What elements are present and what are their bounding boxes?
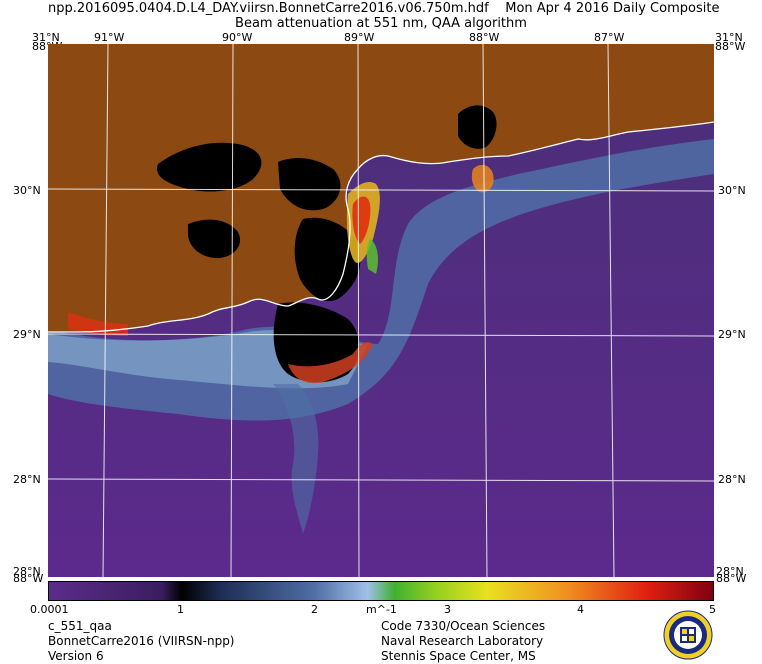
corner-bottom-left-overlap-label: 88°W xyxy=(13,572,44,585)
header-product: Beam attenuation at 551 nm, QAA algorith… xyxy=(235,16,527,31)
corner-bottom-right-overlap-label: 88°W xyxy=(716,572,747,585)
header-filename: npp.2016095.0404.D.L4_DAY.viirsn.BonnetC… xyxy=(48,1,489,16)
colorbar-tick-1: 1 xyxy=(177,603,184,616)
mobile-bay-black xyxy=(458,105,497,149)
footer-location: Stennis Space Center, MS xyxy=(381,649,536,663)
nrl-seal-icon xyxy=(663,610,713,660)
parallel-29n xyxy=(48,333,714,337)
corner-bottom-left-label: 28°N xyxy=(13,565,41,578)
meridian-89w xyxy=(357,44,360,577)
lat-label-30n-left: 30°N xyxy=(13,184,41,197)
colorbar-tick-4: 4 xyxy=(577,603,584,616)
land-mass xyxy=(48,44,714,332)
lon-label-89w: 89°W xyxy=(344,31,375,44)
lat-label-28n-left: 28°N xyxy=(13,473,41,486)
satellite-map xyxy=(48,44,714,577)
delta-fringe-red xyxy=(288,342,373,384)
footer-lab: Naval Research Laboratory xyxy=(381,634,544,648)
colorbar-tick-5: 5 xyxy=(709,603,716,616)
meridian-90w xyxy=(230,44,234,577)
colorbar-tick-2: 2 xyxy=(311,603,318,616)
lat-label-29n-right: 29°N xyxy=(718,328,746,341)
header-filename-line: npp.2016095.0404.D.L4_DAY.viirsn.BonnetC… xyxy=(48,2,719,16)
meridian-88w xyxy=(482,44,488,577)
footer-code: Code 7330/Ocean Sciences xyxy=(381,619,546,633)
colorbar-tick-0: 0.0001 xyxy=(30,603,69,616)
meridian-91w xyxy=(102,44,109,577)
lat-label-30n-right: 30°N xyxy=(718,184,746,197)
high-attenuation-red xyxy=(352,196,371,244)
lon-label-88w: 88°W xyxy=(469,31,500,44)
river-plume xyxy=(273,384,319,534)
colorbar-gradient xyxy=(49,582,713,600)
header-date: Mon Apr 4 2016 Daily Composite xyxy=(505,1,720,16)
lat-label-28n-right: 28°N xyxy=(718,473,746,486)
coastline xyxy=(48,121,714,333)
footer-product-code: c_551_qaa xyxy=(48,619,112,633)
colorbar xyxy=(48,581,714,601)
high-attenuation-green xyxy=(366,239,378,274)
graticule xyxy=(48,44,714,577)
meridian-87w xyxy=(607,44,615,577)
footer-version: Version 6 xyxy=(48,649,104,663)
mobile-bay-outflow xyxy=(471,164,494,193)
lake-borgne xyxy=(278,158,341,211)
colorbar-unit: m^-1 xyxy=(366,603,397,616)
footer-region: BonnetCarre2016 (VIIRSN-npp) xyxy=(48,634,235,648)
lon-label-91w: 91°W xyxy=(94,31,125,44)
corner-top-left-label: 31°N xyxy=(32,31,60,44)
corner-top-right-overlap-label: 88°W xyxy=(715,40,746,53)
parallel-30n xyxy=(48,188,714,192)
lon-label-90w: 90°W xyxy=(222,31,253,44)
parallel-28n xyxy=(48,478,714,482)
lake-pontchartrain xyxy=(157,142,262,192)
inland-lake-black xyxy=(188,219,240,259)
lon-label-87w: 87°W xyxy=(594,31,625,44)
lat-label-29n-left: 29°N xyxy=(13,328,41,341)
colorbar-tick-3: 3 xyxy=(444,603,451,616)
corner-top-right-label: 31°N xyxy=(715,31,743,44)
corner-bottom-right-label: 28°N xyxy=(716,565,744,578)
delta-marsh-black xyxy=(294,217,361,302)
